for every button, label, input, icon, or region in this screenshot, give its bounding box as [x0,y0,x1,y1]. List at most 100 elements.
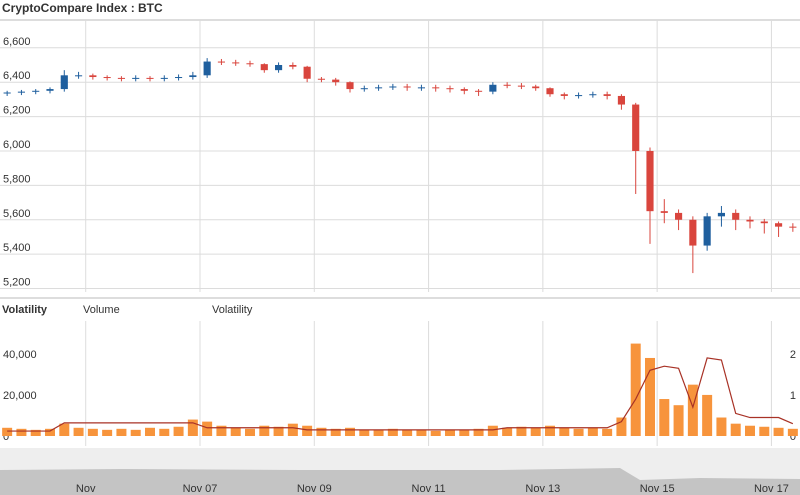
candle-body [217,61,225,63]
candle-body [103,77,111,79]
volume-bar [559,427,570,436]
y2-tick-label: 1 [790,390,796,402]
volume-bar [730,423,741,436]
y-tick-label: 6,000 [3,139,31,151]
volume-bar [716,417,727,436]
y-tick-label: 5,400 [3,242,31,254]
volume-bar [387,428,398,436]
volume-bar [145,427,155,436]
volume-bar [573,428,584,436]
candle-body [360,88,368,90]
candle-body [603,94,611,96]
volume-bar [87,428,98,436]
volume-bar [159,428,170,436]
volume-bar [45,428,55,436]
x-tick-label: Nov 07 [183,483,218,495]
legend-label: Volume [83,304,120,316]
volume-bar [359,429,370,436]
candle-body [332,79,340,83]
candle-body [260,64,268,71]
candle-body [789,226,797,228]
volume-bar [373,429,384,436]
candle-body [503,84,511,86]
candle-body [489,84,497,92]
y-tick-label: 5,800 [3,173,31,185]
candle-body [432,87,440,89]
volume-bar [245,428,255,436]
volume-bar [59,423,70,436]
volatility-line [7,357,794,432]
volume-bar [130,429,141,436]
candle-body [632,104,640,151]
chart-title: CryptoCompare Index : BTC [2,1,163,15]
candle-body [3,92,11,94]
candle-body [132,77,140,79]
candle-body [689,219,697,246]
volume-bar [30,429,41,436]
volume-bar [587,427,598,436]
x-tick-label: Nov 13 [525,483,560,495]
candle-body [732,212,740,220]
candle-body [317,78,325,80]
volume-bar [116,428,127,436]
volume-bar [445,429,455,436]
volume-bar [316,427,327,436]
volume-bar [787,428,798,436]
y-tick-label: 6,600 [3,36,31,48]
candle-body [203,61,211,76]
volume-bar [259,425,270,436]
volume-bar [773,427,784,436]
candle-body [375,87,383,89]
candle-body [475,90,483,92]
volume-bar [530,427,541,436]
volume-bar [745,425,755,436]
volume-bar [73,427,84,436]
navigator-silhouette [0,468,800,495]
y-tick-label: 40,000 [3,349,37,361]
candle-body [346,82,354,90]
volume-bar [659,399,670,436]
candle-body [189,75,197,78]
volume-bar [173,426,184,436]
candle-body [117,77,125,79]
x-tick-label: Nov [76,483,96,495]
volume-bar [302,425,313,436]
y2-tick-label: 0 [790,431,796,443]
candle-body [417,87,425,89]
candle-body [75,75,83,77]
candle-body [389,86,397,88]
candle-body [746,219,754,222]
candle-body [32,90,40,92]
candle-body [717,212,725,217]
candle-body [403,86,411,88]
candle-body [703,216,711,246]
candle-body [246,63,254,65]
volume-bar [402,429,413,436]
candle-body [532,86,540,89]
volume-bar [330,428,341,436]
candle-body [760,221,768,224]
volume-bar [416,429,427,436]
candle-body [60,75,68,90]
volume-bar [273,426,284,436]
candle-body [589,94,597,96]
candle-body [560,94,568,96]
volume-bar [473,428,484,436]
candle-body [275,64,283,71]
candle-body [660,211,668,213]
y-tick-label: 6,400 [3,70,31,82]
candle-body [617,95,625,105]
y2-tick-label: 2 [790,349,796,361]
candle-body [775,223,783,227]
panel-title: Volatility [2,304,48,316]
volume-bar [430,430,441,436]
x-tick-label: Nov 11 [412,483,446,495]
volume-bar [230,427,241,436]
x-tick-label: Nov 17 [754,483,789,495]
volume-bar [516,426,527,436]
y-tick-label: 0 [3,431,9,443]
volume-bar [673,405,684,436]
volume-bar [702,394,713,436]
candle-body [303,66,311,79]
